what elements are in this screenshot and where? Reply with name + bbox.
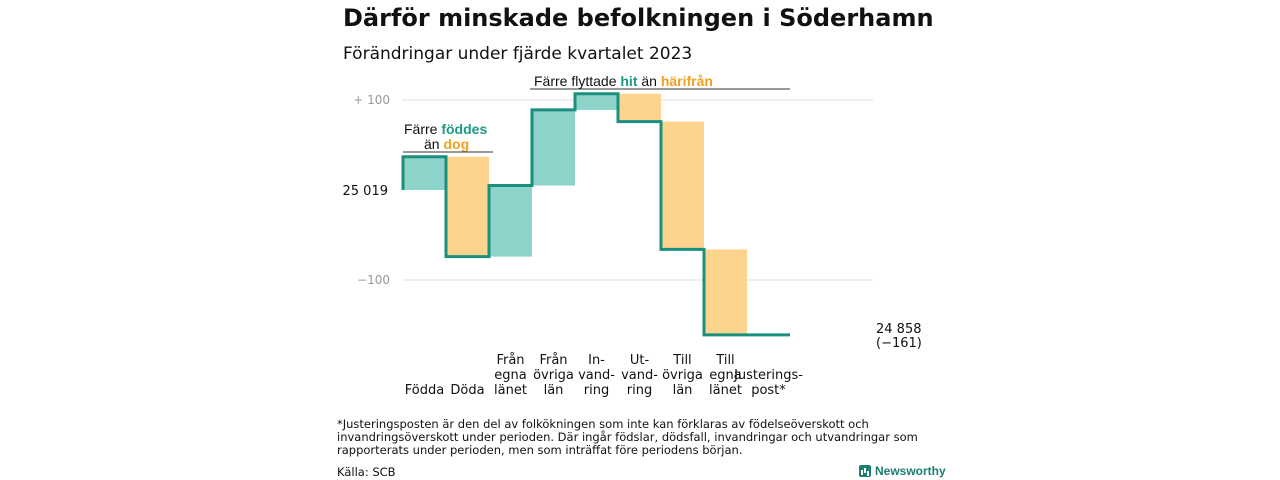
annotation-migration-hit: hit [620,73,637,89]
x-tick-label-7: Till egna länet [709,353,742,398]
bar-7 [705,249,747,335]
annotation-migration: Färre flyttade hit än härifrån [534,73,713,89]
source-label: Källa: SCB [337,465,396,479]
bar-6 [662,121,704,250]
bar-2 [490,185,532,257]
annotation-deaths-highlight: dog [443,136,469,152]
x-tick-label-5: Ut-vand-ring [621,353,658,398]
brand-logo: Newsworthy [859,464,946,478]
brand-name: Newsworthy [875,464,946,478]
chart-title: Därför minskade befolkningen i Söderhamn [343,4,934,32]
x-tick-label-2: Från egna länet [494,353,527,398]
bar-0 [404,156,446,190]
bar-5 [619,93,661,122]
start-value-label: 25 019 [343,184,389,199]
annotation-deaths-pre: än [424,136,443,152]
y-tick-label-1: −100 [357,273,390,287]
end-value-label: 24 858 [876,322,922,337]
label-layer: + 100 −100 25 019 Födda Döda Från egna länetFrå… [343,93,922,398]
x-tick-label-6: Till övriga län [662,353,703,398]
footnote: *Justeringsposten är den del av folkökni… [337,417,918,457]
annotation-migration-pre: Färre flyttade [534,73,620,89]
annotation-migration-harifran: härifrån [661,73,713,89]
bar-4 [576,93,618,110]
annotation-births-highlight: föddes [441,121,487,137]
annotation-births-line2: än dog [424,136,469,152]
annotation-layer: Färre föddes än dog Färre flyttade hit ä… [403,73,790,153]
line-layer [401,92,790,337]
bar-1 [447,156,489,257]
end-change-label: (−161) [876,336,922,351]
running-total-line [401,92,790,337]
x-tick-label-1: Döda [450,383,484,398]
x-tick-label-3: Från övriga län [533,353,574,398]
bar-3 [533,109,575,186]
chart-subtitle: Förändringar under fjärde kvartalet 2023 [343,44,693,64]
annotation-births-pre: Färre [404,121,441,137]
x-tick-label-4: In-vand-ring [578,353,615,398]
annotation-migration-mid: än [637,73,660,89]
x-tick-label-0: Födda [405,383,444,398]
bar-layer [404,93,747,335]
annotation-births-line1: Färre föddes [404,121,487,137]
y-tick-label-0: + 100 [353,93,390,107]
bar-chart-icon [859,465,871,477]
x-tick-label-8: Justerings-post* [733,368,803,398]
